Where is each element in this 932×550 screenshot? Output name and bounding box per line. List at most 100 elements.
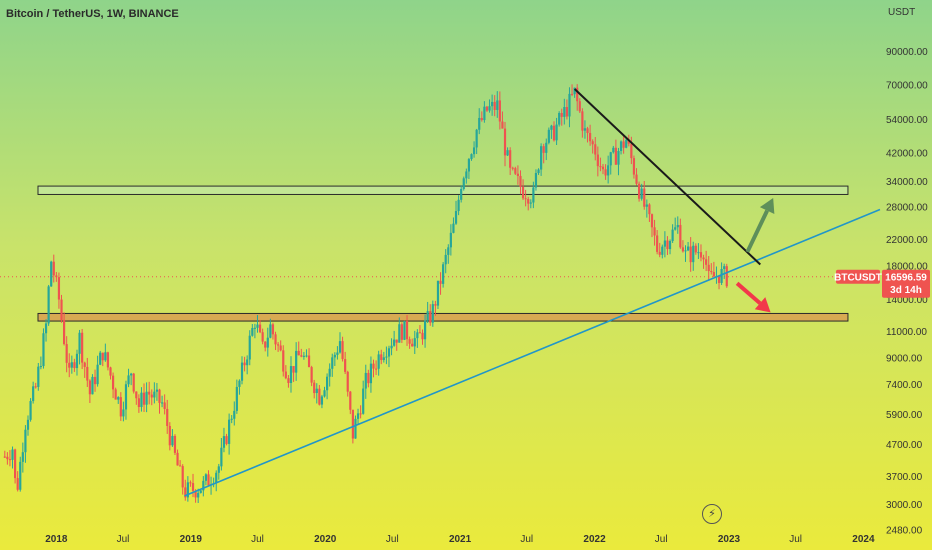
candle-body [297,350,300,356]
candle-body [26,419,30,430]
y-tick-label: 54000.00 [886,115,928,126]
candle-body [11,449,14,460]
candle-body [362,388,365,414]
candle-body [119,397,122,417]
candle-body [511,167,514,169]
candle-body [519,175,522,187]
x-tick-label: Jul [520,534,533,545]
candle-body [475,129,478,148]
candle-body [405,320,409,340]
candle-body [364,372,367,389]
candle-body [439,280,442,284]
y-tick-label: 34000.00 [886,177,928,188]
price-axis[interactable]: USDT 90000.00 70000.00 54000.00 42000.00 340… [886,7,928,536]
candle-body [591,141,594,145]
candle-body [705,259,708,265]
x-tick-label: 2018 [45,534,68,545]
candle-body [96,364,99,385]
zones-layer [0,185,880,322]
candle-body [148,391,151,395]
candle-body [44,323,48,334]
candle-body [132,373,135,392]
candle-body [225,436,228,444]
candle-body [313,382,316,394]
x-tick-label: Jul [251,534,264,545]
candle-body [656,235,659,252]
candle-body [122,409,125,417]
price-tag-bg [882,269,930,298]
candle-body [194,490,197,498]
candle-body [135,391,138,399]
candle-body [599,166,602,168]
candle-body [32,386,35,402]
candle-body [509,150,512,168]
y-tick-label: 28000.00 [886,203,928,214]
x-tick-label: Jul [789,534,802,545]
candle-body [413,338,416,347]
candle-body [351,409,354,439]
y-tick-label: 18000.00 [886,261,928,272]
candle-body [199,490,202,493]
candle-body [101,352,104,361]
candle-body [637,183,641,199]
candle-body [632,158,636,175]
candle-body [19,461,22,490]
y-tick-label: 22000.00 [886,235,928,246]
candle-body [251,328,254,336]
candle-body [506,150,509,156]
candle-body [699,252,703,258]
candle-body [702,257,705,260]
candle-body [671,229,674,241]
x-tick-label: 2020 [314,534,337,545]
y-tick-label: 9000.00 [886,354,923,365]
candle-body [625,139,628,148]
price-tags[interactable]: BTCUSDT 16596.59 3d 14h [834,269,930,298]
candle-body [155,389,159,392]
candle-body [488,106,491,111]
candles-layer [3,84,728,504]
candle-body [503,128,507,156]
candle-body [493,101,496,110]
candle-body [248,335,251,360]
candle-body [457,199,460,212]
candle-body [614,147,617,165]
candle-body [91,376,94,395]
candle-body [114,389,117,400]
candle-body [109,367,112,376]
candle-body [460,189,463,200]
candle-body [601,166,605,170]
candle-body [643,188,646,207]
candle-body [47,286,50,324]
candle-body [34,386,37,388]
candle-body [289,366,293,383]
candle-body [568,93,571,117]
candle-body [29,401,32,420]
candle-body [75,353,79,369]
y-tick-label: 3700.00 [886,472,923,483]
candle-body [14,449,17,479]
candle-body [264,341,267,348]
candle-body [277,344,280,346]
candle-body [452,223,455,233]
candle-body [228,419,231,444]
lightning-icon[interactable]: ⚡ [702,504,722,524]
candle-body [189,482,192,484]
candle-body [42,333,45,367]
candle-body [207,474,210,486]
candle-body [403,320,406,340]
candle-body [124,384,128,410]
descending-trendline [573,88,761,266]
candle-body [243,362,246,366]
candle-body [3,456,6,458]
last-price-label: 16596.59 [885,272,927,283]
candle-body [501,121,504,129]
candle-body [534,173,538,188]
x-tick-label: 2022 [583,534,606,545]
candle-body [617,151,620,165]
candle-body [573,87,576,95]
candle-body [233,410,236,419]
candle-body [658,251,661,255]
time-axis[interactable]: 2018 Jul 2019 Jul 2020 Jul 2021 Jul 2022 Jul 2023 J… [45,534,875,545]
candle-body [173,435,177,453]
